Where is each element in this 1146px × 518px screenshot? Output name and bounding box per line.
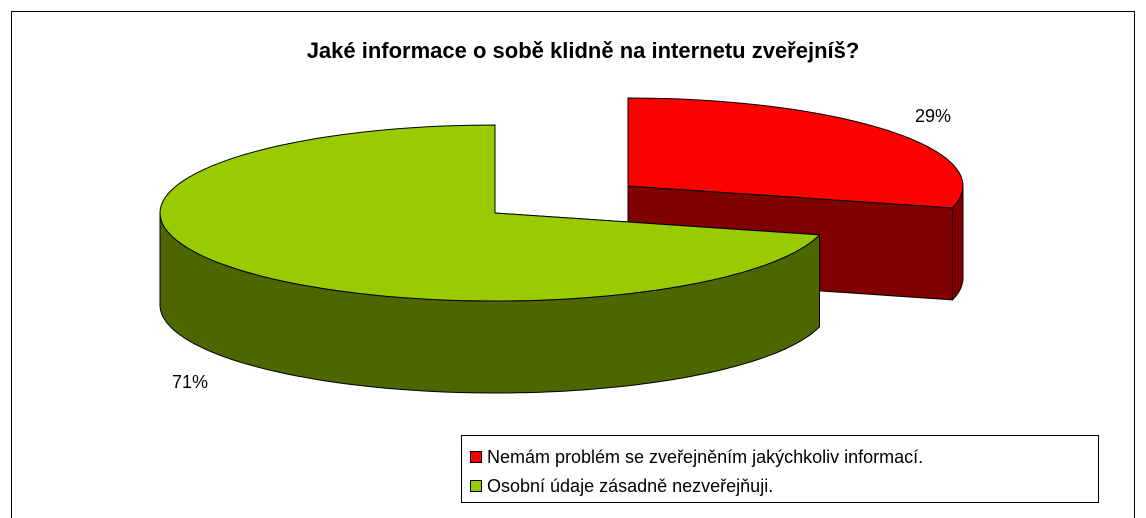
legend-box [461, 435, 1099, 503]
legend-label: Osobní údaje zásadně nezveřejňuji. [487, 476, 773, 496]
chart-title: Jaké informace o sobě klidně na internet… [307, 38, 860, 63]
legend-label: Nemám problém se zveřejněním jakýchkoliv… [487, 447, 923, 467]
legend-swatch [470, 451, 482, 463]
chart-frame [11, 11, 1135, 518]
slice-top [159, 124, 820, 302]
legend-swatch [470, 480, 482, 492]
data-label: 71% [172, 372, 208, 392]
data-label: 29% [915, 106, 951, 126]
pie-slice [159, 124, 820, 394]
slice-top [627, 97, 964, 209]
